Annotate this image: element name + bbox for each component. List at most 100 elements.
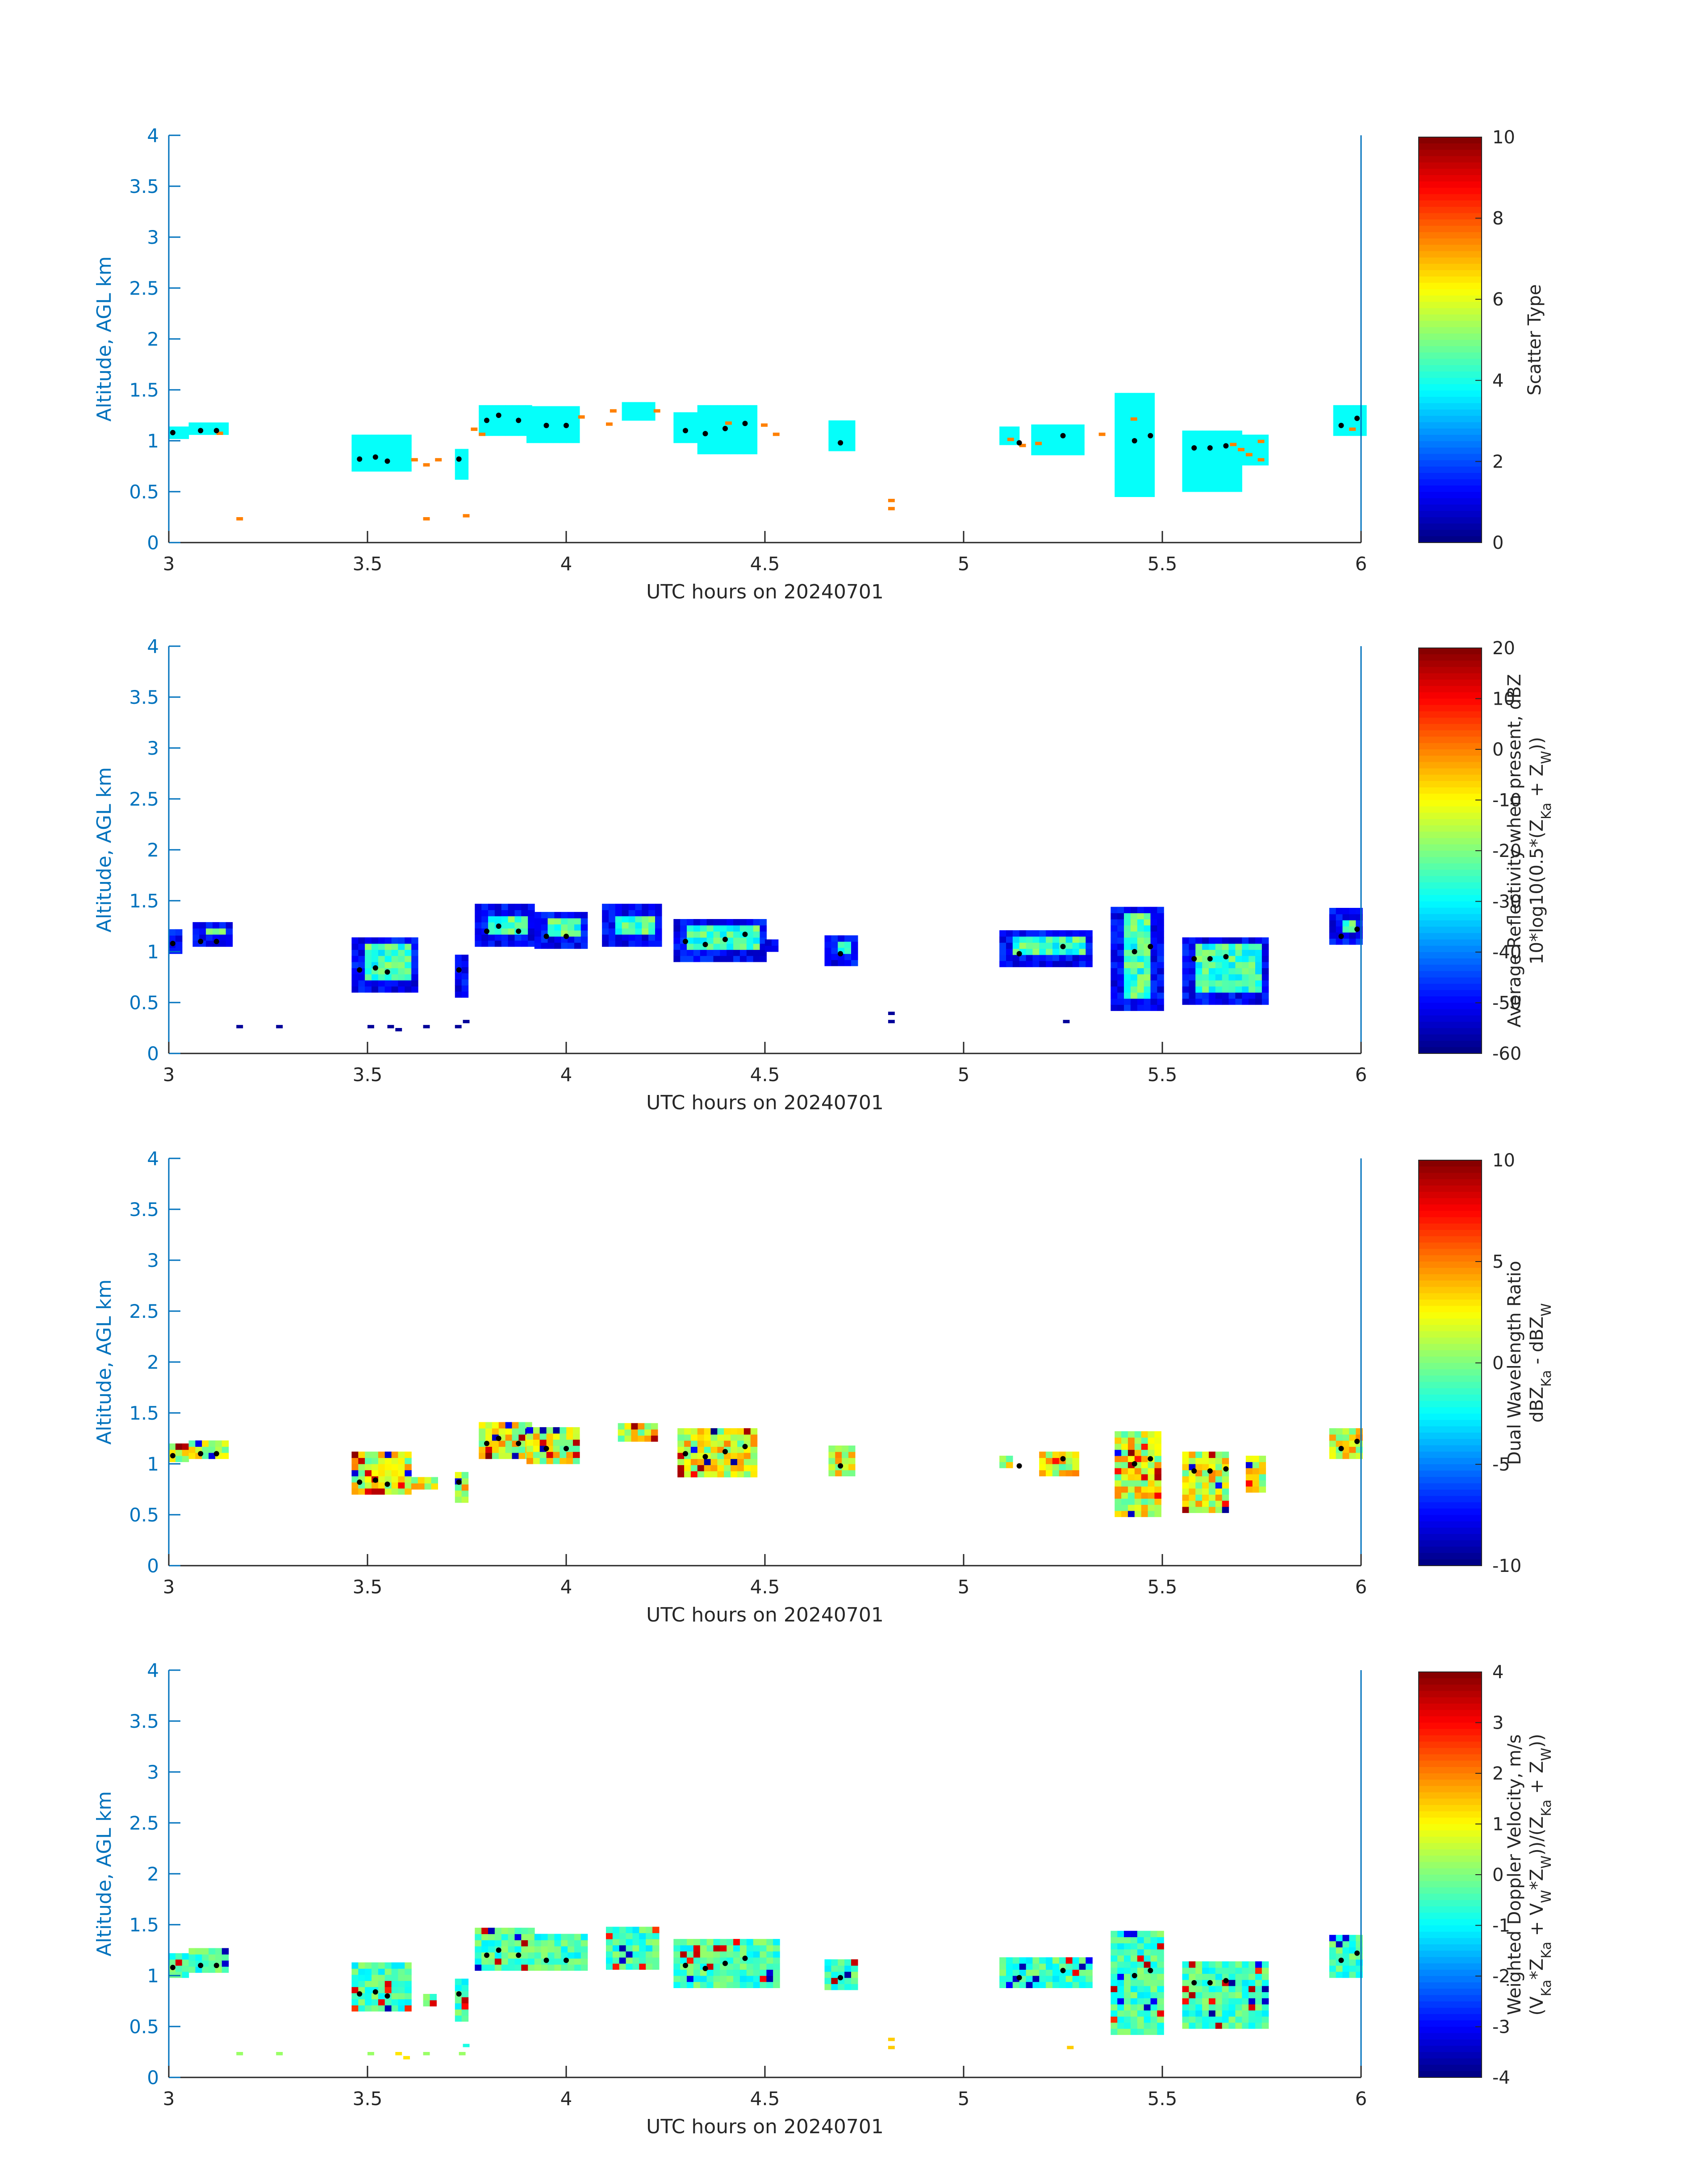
heatmap-cell — [461, 967, 469, 974]
heatmap-cell — [1144, 998, 1151, 1005]
heatmap-cell — [1141, 485, 1148, 491]
heatmap-cell — [398, 961, 405, 969]
heatmap-cell — [182, 1450, 189, 1456]
heatmap-cell — [1195, 974, 1203, 981]
heatmap-cell — [1052, 949, 1060, 955]
heatmap-cell — [1195, 2022, 1203, 2029]
heatmap-cell — [1121, 1431, 1128, 1438]
heatmap-cell — [693, 1976, 701, 1982]
heatmap-cell — [1046, 1458, 1053, 1464]
heatmap-cell — [1150, 980, 1157, 987]
heatmap-cell — [1189, 949, 1196, 956]
heatmap-cell — [351, 943, 359, 950]
heatmap-cell — [365, 1482, 372, 1489]
heatmap-cell — [391, 974, 399, 981]
trace-point — [742, 932, 748, 937]
heatmap-cell — [612, 1939, 620, 1946]
heatmap-cell — [553, 1446, 560, 1452]
heatmap-cell — [1144, 2022, 1151, 2029]
heatmap-cell — [1255, 1967, 1262, 1974]
heatmap-cell — [501, 910, 509, 916]
heatmap-cell — [1150, 1949, 1157, 1956]
heatmap-cell — [687, 937, 694, 944]
heatmap-cell — [1134, 454, 1142, 460]
heatmap-cell — [743, 1458, 751, 1465]
heatmap-cell — [505, 1428, 513, 1435]
colorbar-segment — [1419, 409, 1482, 417]
heatmap-cell — [1261, 1973, 1269, 1980]
heatmap-spot — [463, 514, 470, 518]
heatmap-cell — [1154, 1492, 1161, 1499]
heatmap-cell — [1044, 436, 1052, 443]
heatmap-cell — [485, 1446, 493, 1453]
heatmap-cell — [706, 1976, 714, 1982]
heatmap-cell — [648, 928, 656, 935]
heatmap-cell — [1032, 961, 1040, 967]
heatmap-cell — [1079, 1969, 1086, 1976]
heatmap-cell — [838, 1965, 845, 1972]
heatmap-cell — [528, 916, 535, 923]
heatmap-spot — [463, 1020, 470, 1024]
heatmap-cell — [1349, 1434, 1356, 1441]
heatmap-cell — [508, 916, 515, 923]
heatmap-cell — [1182, 1482, 1189, 1489]
colorbar-segment — [1419, 301, 1482, 309]
colorbar-segment — [1419, 869, 1482, 877]
heatmap-cell — [534, 1952, 542, 1959]
heatmap-cell — [717, 435, 724, 442]
heatmap-cell — [391, 1458, 399, 1464]
heatmap-cell — [405, 435, 412, 441]
heatmap-cell — [737, 442, 744, 448]
heatmap-cell — [1189, 2022, 1196, 2029]
heatmap-cell — [566, 418, 573, 425]
heatmap-cell — [690, 1434, 698, 1441]
heatmap-cell — [1012, 1957, 1020, 1964]
heatmap-cell — [481, 940, 489, 947]
heatmap-cell — [219, 934, 226, 941]
colorbar-segment — [1419, 1312, 1482, 1319]
trace-point — [564, 1957, 569, 1963]
heatmap-cell — [1182, 479, 1189, 486]
heatmap-cell — [1065, 936, 1073, 943]
heatmap-spot — [395, 1028, 402, 1032]
heatmap-cell — [1079, 1957, 1086, 1964]
heatmap-cell — [574, 1946, 581, 1953]
heatmap-cell — [365, 1470, 372, 1476]
heatmap-cell — [717, 448, 724, 455]
heatmap-cell — [1342, 1971, 1349, 1978]
heatmap-cell — [358, 1968, 365, 1975]
heatmap-cell — [1150, 1992, 1157, 1998]
heatmap-cell — [999, 936, 1006, 943]
trace-point — [683, 428, 688, 434]
trace-point — [702, 431, 708, 436]
heatmap-cell — [1130, 943, 1138, 950]
heatmap-cell — [632, 1926, 639, 1933]
heatmap-cell — [1329, 1935, 1336, 1942]
heatmap-cell — [1150, 1930, 1157, 1937]
heatmap-cell — [461, 991, 469, 998]
heatmap-cell — [553, 1458, 560, 1464]
heatmap-cell — [1202, 1506, 1209, 1513]
heatmap-spot — [395, 2052, 402, 2056]
heatmap-cell — [1148, 1462, 1155, 1468]
heatmap-cell — [1012, 1963, 1020, 1970]
heatmap-cell — [848, 445, 856, 451]
heatmap-cell — [498, 417, 506, 424]
heatmap-cell — [1148, 405, 1155, 412]
heatmap-cell — [1130, 1004, 1138, 1011]
heatmap-cell — [1222, 449, 1229, 455]
heatmap-cell — [424, 1483, 432, 1490]
trace-point — [496, 1436, 501, 1441]
heatmap-cell — [1261, 2004, 1269, 2011]
heatmap-cell — [391, 949, 399, 956]
heatmap-cell — [568, 930, 575, 937]
heatmap-cell — [1039, 1969, 1046, 1976]
heatmap-cell — [706, 949, 714, 956]
heatmap-cell — [455, 1997, 462, 2004]
colorbar-segment — [1419, 2001, 1482, 2008]
colorbar-tick-label: -10 — [1492, 790, 1521, 811]
heatmap-cell — [1115, 1443, 1122, 1450]
colorbar-segment — [1419, 1255, 1482, 1262]
colorbar-segment — [1419, 2058, 1482, 2065]
